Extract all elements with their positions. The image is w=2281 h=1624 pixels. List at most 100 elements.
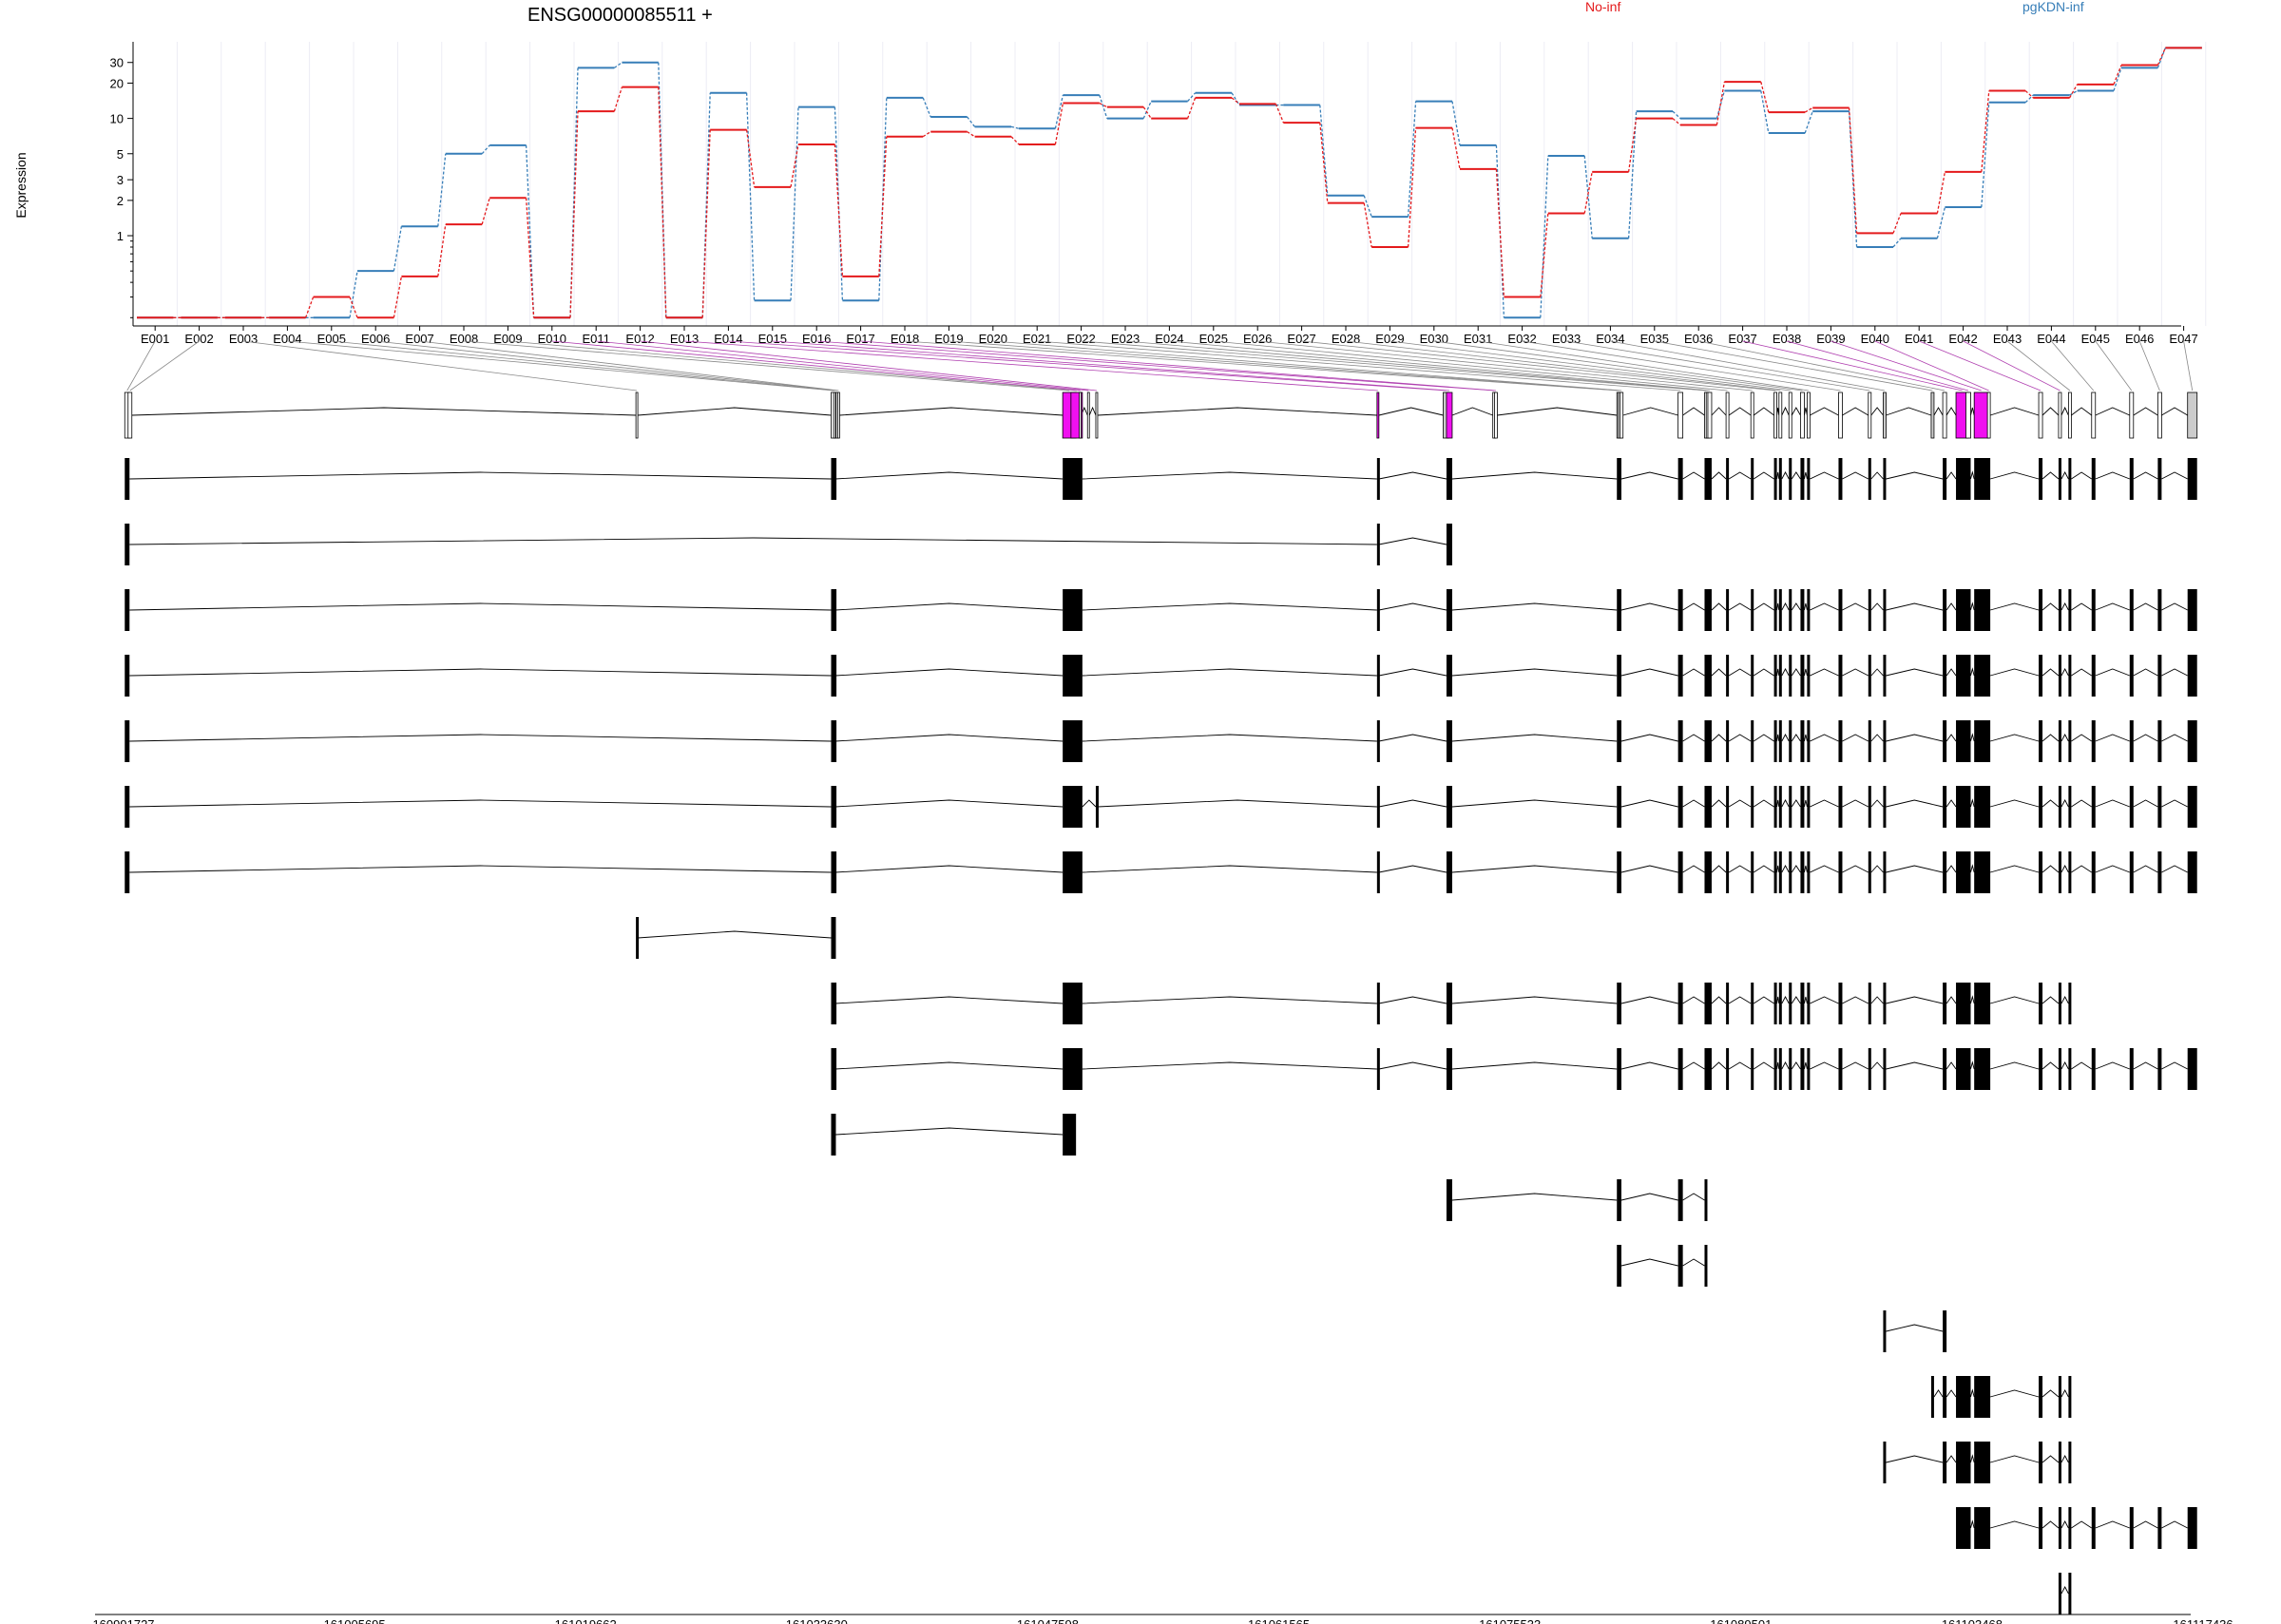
x-tick-label: E023 [1111, 332, 1140, 346]
transcript-exon [1778, 851, 1782, 893]
transcript-exon [831, 589, 836, 631]
transcript-exon [1617, 786, 1620, 828]
transcript-intron [1620, 865, 1678, 873]
transcript-intron [1776, 799, 1780, 808]
transcript-intron [1753, 471, 1774, 480]
genomic-position-label: 161117436 [2173, 1617, 2233, 1624]
transcript-exon [1446, 786, 1452, 828]
transcript-exon [1617, 1245, 1620, 1287]
transcript-exon [1838, 786, 1843, 828]
transcript-exon [2091, 589, 2096, 631]
transcript-intron [1970, 733, 1975, 742]
transcript-exon [831, 917, 836, 959]
transcript-intron [1776, 865, 1780, 873]
transcript-exon [2068, 851, 2072, 893]
series-step-connector [349, 271, 358, 318]
transcript-exon [1943, 983, 1947, 1024]
transcript-intron [1946, 1455, 1957, 1463]
transcript-intron [1810, 799, 1839, 808]
transcript-intron [1989, 668, 2040, 677]
transcript-exon [2058, 786, 2061, 828]
transcript-intron [1803, 865, 1808, 873]
exon-bin [1778, 392, 1783, 439]
transcript-intron [1711, 1061, 1727, 1070]
bin-connector [287, 340, 834, 392]
transcript-exon [1883, 851, 1887, 893]
transcript-intron [1378, 602, 1447, 611]
transcript-intron [2133, 799, 2158, 808]
series-step-connector [525, 198, 535, 318]
transcript-exon [1789, 589, 1792, 631]
genomic-position-label: 161005695 [324, 1617, 386, 1624]
transcript-intron [835, 996, 1064, 1004]
transcript-exon [2129, 458, 2134, 500]
intron-line [1803, 407, 1808, 416]
transcript-exon [1943, 1310, 1947, 1352]
transcript-intron [2041, 668, 2060, 677]
x-tick-label: E012 [625, 332, 654, 346]
transcript-intron [2161, 668, 2188, 677]
transcript-exon [1974, 1048, 1989, 1090]
series-step-connector [614, 62, 623, 68]
exon-bin [2187, 392, 2198, 439]
bin-connector [1433, 340, 1803, 392]
series-step-connector [967, 116, 976, 127]
intron-line [1622, 407, 1678, 416]
bin-connector [2095, 340, 2133, 392]
transcript-exon [2039, 1048, 2043, 1090]
transcript-exon [1677, 786, 1683, 828]
transcript-exon [1868, 851, 1871, 893]
transcript-intron [1682, 668, 1705, 677]
series-step-connector [481, 144, 490, 155]
transcript-exon [1956, 983, 1969, 1024]
transcript-track [831, 983, 2072, 1024]
transcript-intron [1728, 668, 1752, 677]
intron-line [2061, 406, 2069, 416]
transcript-exon [831, 1114, 836, 1156]
exon-bin [2038, 392, 2043, 439]
transcript-intron [1776, 668, 1780, 677]
transcript-exon [1618, 458, 1621, 500]
transcript-exon [1943, 655, 1947, 697]
exon-bin [1446, 392, 1453, 439]
transcript-intron [2041, 865, 2060, 873]
bin-connector [1478, 340, 1809, 392]
transcript-intron [1620, 799, 1678, 808]
transcript-exon [1677, 1179, 1683, 1221]
transcript-exon [834, 786, 837, 828]
transcript-intron [2133, 1061, 2158, 1070]
exon-bin [2067, 392, 2072, 439]
transcript-exon [1446, 983, 1452, 1024]
transcript-exon [834, 458, 837, 500]
transcript-exon [1376, 458, 1380, 500]
transcript-intron [129, 799, 832, 808]
transcript-intron [2061, 734, 2069, 742]
exon-bin [1986, 392, 1991, 439]
bin-connector [463, 340, 1070, 392]
transcript-intron [1682, 1258, 1705, 1267]
transcript-intron [1781, 734, 1790, 742]
transcript-exon [1617, 458, 1620, 500]
transcript-intron [2095, 799, 2130, 808]
transcript-exon [1446, 589, 1452, 631]
transcript-exon [1446, 524, 1452, 565]
transcript-exon [1704, 1245, 1708, 1287]
transcript-intron [2061, 1389, 2069, 1398]
series-step-connector [1495, 168, 1505, 297]
transcript-exon [1800, 589, 1805, 631]
transcript-intron [1781, 865, 1790, 873]
transcript-track [125, 851, 2197, 893]
x-tick-label: E005 [317, 332, 346, 346]
transcript-exon [1956, 655, 1969, 697]
transcript-exon [1987, 1376, 1991, 1418]
transcript-exon [1376, 655, 1380, 697]
bin-connector [860, 340, 1496, 392]
transcript-exon [1956, 458, 1969, 500]
intron-line [638, 407, 832, 416]
transcript-intron [1728, 602, 1752, 611]
series-step-connector [1540, 155, 1549, 318]
transcript-exon [1726, 983, 1730, 1024]
exon-bin [833, 392, 836, 439]
